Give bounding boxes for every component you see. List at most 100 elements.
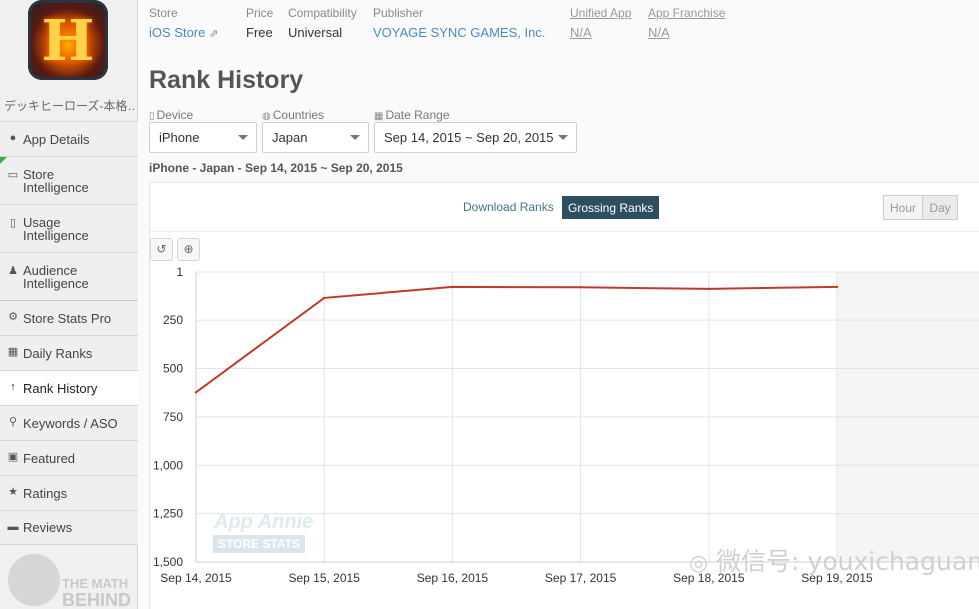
meta-publisher: Publisher VOYAGE SYNC GAMES, Inc. [373,6,545,40]
sidebar-item-label: Audience Intelligence [23,263,89,291]
sidebar-item-store-intelligence[interactable]: ▭ Store Intelligence [0,156,138,204]
chart-panel: Download Ranks Grossing Ranks Hour Day ↺… [149,182,979,609]
rank-data-point [194,391,198,394]
rank-data-point [323,296,326,300]
meta-publisher-link[interactable]: VOYAGE SYNC GAMES, Inc. [373,25,546,40]
y-tick-label: 1,000 [153,458,183,472]
keywords-icon: ⚲ [8,416,18,428]
meta-compatibility: Compatibility Universal [288,6,357,40]
sidebar-item-keywords-aso[interactable]: ⚲ Keywords / ASO [0,405,138,440]
meta-unified-label[interactable]: Unified App [570,6,632,20]
countries-select-value: Japan [272,130,308,145]
sidebar-item-rank-history[interactable]: ↑ Rank History [0,370,139,405]
rank-data-point [707,287,710,291]
meta-compat-value: Universal [288,25,343,40]
calendar-icon: ▦ [374,111,384,122]
x-tick-label: Sep 16, 2015 [417,571,489,585]
chevron-down-icon [558,135,568,140]
sidebar-item-label: Usage Intelligence [23,215,89,243]
person-icon: ♟ [8,265,18,277]
filter-summary: iPhone - Japan - Sep 14, 2015 ~ Sep 20, … [149,161,403,175]
undo-icon: ↺ [156,242,167,256]
watermark-line2: BEHIND [62,590,132,609]
device-icon: ▯ [149,111,155,122]
meta-publisher-label: Publisher [373,6,424,20]
x-tick-label: Sep 18, 2015 [673,571,745,585]
rank-series-line [195,285,838,394]
sidebar-item-label: Ratings [23,485,68,501]
usage-icon: ▯ [9,217,17,229]
y-tick-label: 500 [163,362,183,376]
calendar-icon: ▦ [7,346,19,358]
wechat-icon: ◎ [689,551,709,576]
countries-label-text: Countries [272,108,325,122]
meta-unified-app: Unified App N/A [570,6,631,40]
meta-price: Price Free [246,6,273,40]
x-tick-label: Sep 17, 2015 [545,571,617,585]
tab-grossing-ranks[interactable]: Grossing Ranks [562,196,660,219]
page-title: Rank History [149,66,304,94]
sidebar-item-featured[interactable]: ▣ Featured [0,440,138,475]
app-icon: H [28,0,108,80]
x-tick-label: Sep 14, 2015 [160,571,232,585]
sidebar-item-label: Reviews [23,520,73,535]
meta-store-label: Store [149,6,178,20]
sidebar-item-reviews[interactable]: ▬ Reviews [0,510,138,545]
meta-price-value: Free [246,25,273,40]
tab-download-ranks[interactable]: Download Ranks [463,200,554,214]
arrow-up-icon: ↑ [10,381,16,393]
divider [150,231,979,232]
zoom-icon: ⊕ [183,242,194,256]
chevron-down-icon [350,135,360,140]
sidebar-item-usage-intelligence[interactable]: ▯ Usage Intelligence [0,204,138,252]
meta-price-label: Price [246,6,274,20]
daterange-select[interactable]: Sep 14, 2015 ~ Sep 20, 2015 [374,122,577,153]
y-tick-label: 750 [163,410,183,424]
comment-icon: ▬ [7,520,19,533]
featured-icon: ▣ [7,451,19,463]
y-tick-label: 1,500 [153,555,183,569]
sidebar: H デッキヒーローズ-本格… ● App Details ▭ Store Int… [0,0,139,609]
reset-zoom-button[interactable]: ↺ [150,238,173,261]
sidebar-item-daily-ranks[interactable]: ▦ Daily Ranks [0,335,138,370]
chevron-down-icon [238,135,248,140]
store-stats-watermark: STORE STATS [213,535,306,553]
sidebar-item-label: Featured [23,450,76,466]
meta-compat-label: Compatibility [288,6,357,20]
daterange-filter-label: ▦ Date Range [374,108,450,122]
meta-franchise-label[interactable]: App Franchise [648,6,726,20]
watermark-logo [8,554,60,606]
daterange-select-value: Sep 14, 2015 ~ Sep 20, 2015 [384,130,554,145]
meta-store-link[interactable]: iOS Store ⇗ [149,25,218,40]
main-content: Store iOS Store ⇗ Price Free Compatibili… [139,0,979,609]
x-tick-label: Sep 19, 2015 [801,571,873,585]
sidebar-item-ratings[interactable]: ★ Ratings [0,475,138,510]
zoom-button[interactable]: ⊕ [177,238,200,261]
wechat-watermark: ◎ 微信号: youxichaguan [689,542,979,578]
daterange-label-text: Date Range [385,108,450,122]
sidebar-item-label: Store Stats Pro [23,310,112,326]
sidebar-item-label: Keywords / ASO [23,415,118,431]
x-tick-label: Sep 15, 2015 [288,571,360,585]
y-tick-label: 1,250 [153,507,183,521]
sidebar-item-app-details[interactable]: ● App Details [0,121,138,156]
meta-app-franchise: App Franchise N/A [648,6,725,40]
app-name: デッキヒーローズ-本格… [4,99,134,113]
meta-store-value[interactable]: iOS Store [149,25,206,40]
sidebar-item-store-stats-pro[interactable]: ⚙ Store Stats Pro [0,300,138,335]
rank-chart: 1 250 500 750 1,000 1,250 1,500 Sep 14, 2015 Sep… [153,265,979,585]
rank-data-point [579,286,582,289]
gear-icon: ⚙ [8,311,18,323]
countries-select[interactable]: Japan [262,122,369,153]
meta-unified-value: N/A [570,25,592,40]
device-select[interactable]: iPhone [149,122,257,153]
day-button[interactable]: Day [922,195,958,220]
sidebar-item-audience-intelligence[interactable]: ♟ Audience Intelligence [0,252,138,300]
store-icon: ▭ [7,169,19,181]
rank-data-point [451,285,454,289]
watermark-line1: THE MATH [62,576,129,591]
device-label-text: Device [156,108,194,122]
info-icon: ● [9,132,17,144]
rank-data-point [835,285,839,289]
star-icon: ★ [8,486,18,498]
